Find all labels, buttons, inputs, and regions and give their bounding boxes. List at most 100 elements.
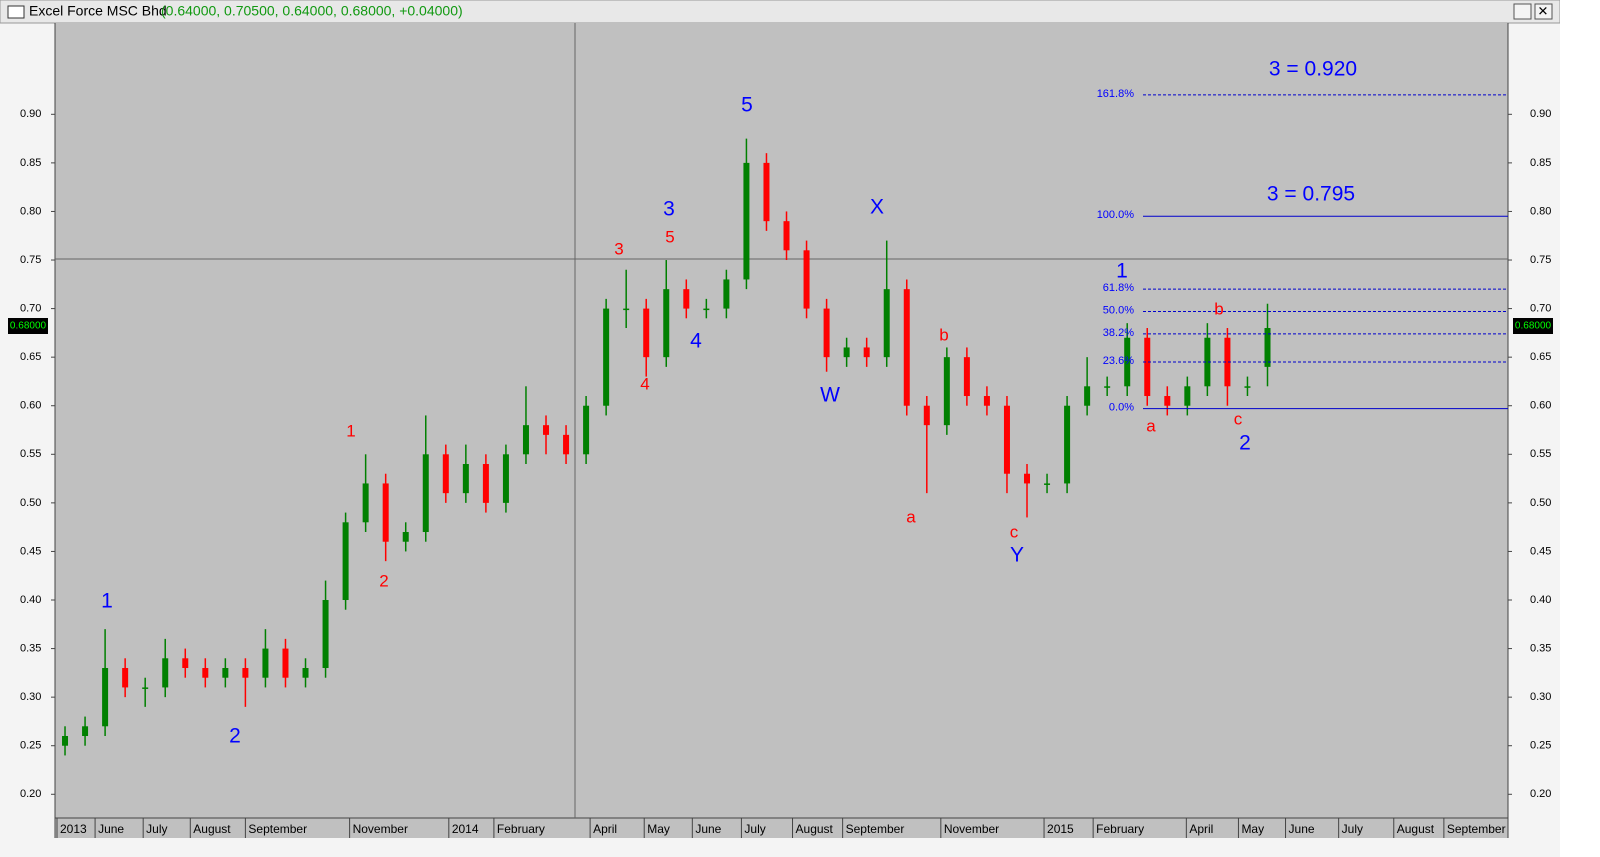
candle-body <box>923 405 930 426</box>
y-tick-label: 0.90 <box>20 108 41 120</box>
candle-body <box>82 726 89 737</box>
y-tick-label: 0.60 <box>1530 400 1551 412</box>
plot: 0.20 0.20 0.25 0.25 0.30 0.30 0.35 0.35 0.40 0.40… <box>20 58 1551 838</box>
y-tick-label: 0.50 <box>1530 497 1551 509</box>
candle-body <box>563 434 570 455</box>
x-tick-label: November <box>353 822 408 836</box>
wave-label: a <box>906 507 916 526</box>
x-tick-label: August <box>193 822 231 836</box>
candle-body <box>342 522 349 601</box>
x-tick-label: November <box>944 822 999 836</box>
x-tick-label: April <box>1189 822 1213 836</box>
candle-body <box>382 483 389 542</box>
fib-label: 50.0% <box>1103 304 1134 316</box>
candle-body <box>1264 328 1271 367</box>
price-marker-label: 0.68000 <box>10 321 47 332</box>
x-tick-label: February <box>1096 822 1144 836</box>
candle-body <box>62 736 69 746</box>
y-tick-label: 0.50 <box>20 497 41 509</box>
y-tick-label: 0.55 <box>1530 448 1551 460</box>
y-tick-label: 0.25 <box>1530 740 1551 752</box>
wave-label: 2 <box>229 725 241 748</box>
y-tick-label: 0.85 <box>1530 157 1551 169</box>
candle-body <box>402 532 409 542</box>
close-icon: ✕ <box>1538 3 1549 18</box>
candle-body <box>1164 396 1171 406</box>
candle-body <box>202 668 209 678</box>
window-icon <box>7 5 25 19</box>
candle-body <box>603 308 610 406</box>
y-tick-label: 0.40 <box>1530 594 1551 606</box>
candle-body <box>262 648 269 678</box>
x-tick-label: May <box>647 822 670 836</box>
candle-body <box>482 464 489 503</box>
wave-label: 4 <box>640 374 649 393</box>
restore-button[interactable] <box>1513 3 1532 20</box>
x-tick-label: June <box>695 822 721 836</box>
x-tick-label: September <box>1447 822 1506 836</box>
candle-body <box>1204 337 1211 387</box>
candle-body <box>963 357 970 397</box>
x-tick-label: July <box>1342 822 1363 836</box>
y-tick-label: 0.65 <box>20 351 41 363</box>
wave-label: 1 <box>101 590 113 613</box>
wave-label: X <box>870 196 884 219</box>
wave-label: 1 <box>1116 260 1128 283</box>
candle-body <box>522 425 529 455</box>
close-button[interactable] <box>1534 3 1553 20</box>
y-tick-label: 0.80 <box>20 205 41 217</box>
candle-body <box>1003 405 1010 474</box>
wave-label: 5 <box>741 94 753 117</box>
x-tick-label: September <box>248 822 307 836</box>
candle-body <box>462 464 469 494</box>
candle-body <box>302 668 309 678</box>
y-tick-label: 0.35 <box>20 642 41 654</box>
x-tick-label: April <box>593 822 617 836</box>
candle-body <box>1044 483 1051 485</box>
candle-body <box>723 279 730 309</box>
candle-body <box>142 687 149 689</box>
candle-body <box>102 668 109 727</box>
candle-body <box>162 658 169 688</box>
candle-body <box>1224 337 1231 387</box>
fib-label: 0.0% <box>1109 402 1134 414</box>
x-tick-label: August <box>796 822 834 836</box>
fib-label: 61.8% <box>1103 282 1134 294</box>
y-tick-label: 0.75 <box>20 254 41 266</box>
x-tick-label: May <box>1241 822 1264 836</box>
y-tick-label: 0.70 <box>20 302 41 314</box>
y-tick-label: 0.75 <box>1530 254 1551 266</box>
candle-body <box>543 425 550 435</box>
candle-body <box>242 668 249 678</box>
candle-body <box>1184 386 1191 406</box>
candle-body <box>1064 405 1071 484</box>
y-tick-label: 0.40 <box>20 594 41 606</box>
price-marker <box>8 318 48 334</box>
y-tick-label: 0.55 <box>20 448 41 460</box>
candle-body <box>903 289 910 406</box>
wave-label: c <box>1010 522 1019 541</box>
y-tick-label: 0.30 <box>1530 691 1551 703</box>
fib-label: 38.2% <box>1103 327 1134 339</box>
candle-body <box>843 347 850 358</box>
candle-body <box>1024 473 1031 484</box>
candle-body <box>863 347 870 358</box>
candle-body <box>683 289 690 309</box>
candle-body <box>763 162 770 222</box>
x-tick-label: June <box>98 822 124 836</box>
y-tick-label: 0.80 <box>1530 205 1551 217</box>
wave-label: 4 <box>690 330 702 353</box>
candle-body <box>803 250 810 309</box>
y-tick-label: 0.60 <box>20 400 41 412</box>
wave-label: 2 <box>1239 432 1251 455</box>
x-tick-label: September <box>846 822 905 836</box>
y-tick-label: 0.90 <box>1530 108 1551 120</box>
fib-label: 100.0% <box>1097 209 1135 221</box>
fib-label: 23.6% <box>1103 355 1134 367</box>
candle-body <box>1244 386 1251 388</box>
candle-body <box>122 668 129 688</box>
x-tick-label: July <box>744 822 765 836</box>
wave-label: b <box>939 325 948 344</box>
